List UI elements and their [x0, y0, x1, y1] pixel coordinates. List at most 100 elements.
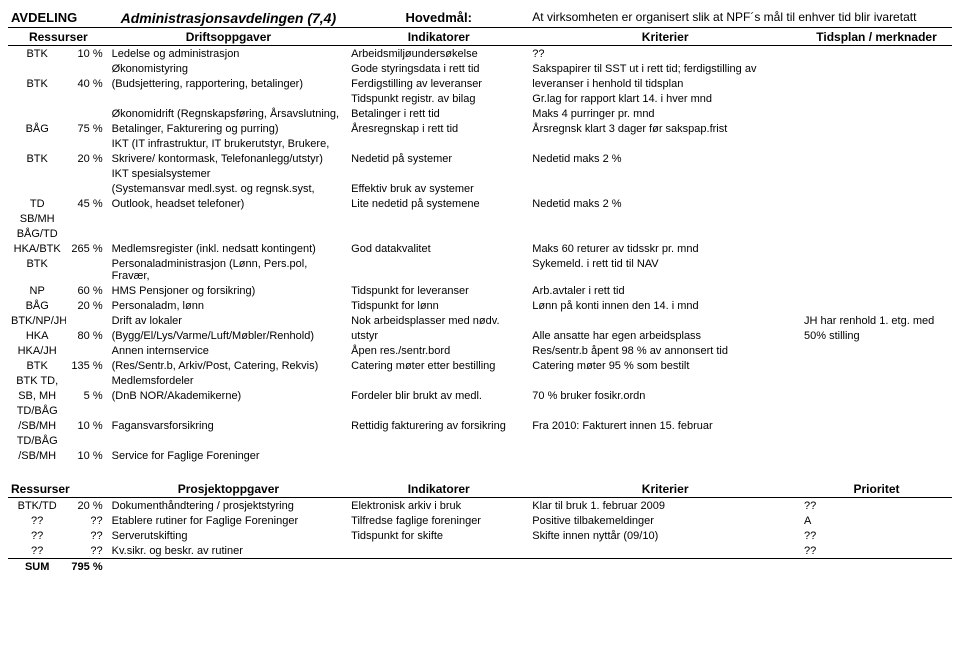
cell-res1: ?? [8, 543, 66, 559]
col-ressurser: Ressurser [8, 28, 109, 46]
cell-res1 [8, 181, 66, 196]
cell-krit: Skifte innen nyttår (09/10) [529, 528, 801, 543]
subheader-row-2: Ressurser Prosjektoppgaver Indikatorer K… [8, 480, 952, 498]
cell-ind [348, 226, 529, 241]
cell-krit: Nedetid maks 2 % [529, 151, 801, 166]
table-row: HKA80 %(Bygg/El/Lys/Varme/Luft/Møbler/Re… [8, 328, 952, 343]
cell-ind [348, 166, 529, 181]
table-row: HKA/BTK265 %Medlemsregister (inkl. nedsa… [8, 241, 952, 256]
cell-res1: BÅG [8, 121, 66, 136]
cell-drift: Ledelse og administrasjon [109, 46, 349, 62]
cell-res2: 135 % [66, 358, 108, 373]
cell-res2: 20 % [66, 298, 108, 313]
cell-ind: Arbeidsmiljøundersøkelse [348, 46, 529, 62]
table-row: Tidspunkt registr. av bilagGr.lag for ra… [8, 91, 952, 106]
cell-res1: HKA [8, 328, 66, 343]
cell-ind: Tilfredse faglige foreninger [348, 513, 529, 528]
cell-ind: Fordeler blir brukt av medl. [348, 388, 529, 403]
table-row: BÅG20 %Personaladm, lønnTidspunkt for lø… [8, 298, 952, 313]
table-row: TD/BÅG [8, 403, 952, 418]
cell-krit: 70 % bruker fosikr.ordn [529, 388, 801, 403]
cell-res1: BTK [8, 151, 66, 166]
cell-ind: Åpen res./sentr.bord [348, 343, 529, 358]
table-row: IKT spesialsystemer [8, 166, 952, 181]
cell-drift: (Budsjettering, rapportering, betalinger… [109, 76, 349, 91]
cell-drift: Fagansvarsforsikring [109, 418, 349, 433]
col-drift: Driftsoppgaver [109, 28, 349, 46]
cell-krit: Maks 4 purringer pr. mnd [529, 106, 801, 121]
cell-krit: Klar til bruk 1. februar 2009 [529, 498, 801, 514]
cell-res1: BTK/TD [8, 498, 66, 514]
cell-res2 [66, 373, 108, 388]
cell-drift: Serverutskifting [109, 528, 349, 543]
cell-res2: 80 % [66, 328, 108, 343]
cell-krit: Arb.avtaler i rett tid [529, 283, 801, 298]
cell-tids [801, 121, 952, 136]
table-row: /SB/MH10 %Service for Faglige Foreninger [8, 448, 952, 463]
hovedmal-label: Hovedmål: [348, 8, 529, 28]
cell-drift: IKT (IT infrastruktur, IT brukerutstyr, … [109, 136, 349, 151]
cell-res1: BÅG [8, 298, 66, 313]
cell-ind [348, 211, 529, 226]
cell-drift: Medlemsregister (inkl. nedsatt kontingen… [109, 241, 349, 256]
cell-res2 [66, 106, 108, 121]
table-row: /SB/MH10 %FagansvarsforsikringRettidig f… [8, 418, 952, 433]
cell-ind: utstyr [348, 328, 529, 343]
cell-res1: SB, MH [8, 388, 66, 403]
cell-res2: ?? [66, 528, 108, 543]
cell-res1 [8, 91, 66, 106]
cell-res2: 20 % [66, 498, 108, 514]
cell-drift: (Bygg/El/Lys/Varme/Luft/Møbler/Renhold) [109, 328, 349, 343]
cell-res2 [66, 181, 108, 196]
cell-ind: Gode styringsdata i rett tid [348, 61, 529, 76]
cell-res1: NP [8, 283, 66, 298]
table-row: SB/MH [8, 211, 952, 226]
cell-ind [348, 403, 529, 418]
cell-krit: Nedetid maks 2 % [529, 196, 801, 211]
cell-tids: JH har renhold 1. etg. med [801, 313, 952, 328]
document-table: AVDELING Administrasjonsavdelingen (7,4)… [8, 8, 952, 574]
cell-res1: BÅG/TD [8, 226, 66, 241]
cell-ind: Tidspunkt for leveranser [348, 283, 529, 298]
sum-label: SUM [8, 559, 66, 575]
cell-res1: HKA/JH [8, 343, 66, 358]
table-row: IKT (IT infrastruktur, IT brukerutstyr, … [8, 136, 952, 151]
cell-res1: BTK [8, 76, 66, 91]
cell-res1: BTK/NP/JH/ [8, 313, 66, 328]
col-tidsplan: Tidsplan / merknader [801, 28, 952, 46]
cell-res1: HKA/BTK [8, 241, 66, 256]
cell-ind [348, 543, 529, 559]
table-row: BÅG75 %Betalinger, Fakturering og purrin… [8, 121, 952, 136]
cell-ind [348, 256, 529, 283]
cell-res1: TD/BÅG [8, 403, 66, 418]
col-kriterier: Kriterier [529, 28, 801, 46]
cell-res1 [8, 106, 66, 121]
cell-krit: Gr.lag for rapport klart 14. i hver mnd [529, 91, 801, 106]
cell-res2: 75 % [66, 121, 108, 136]
sum-value: 795 % [66, 559, 108, 575]
cell-krit [529, 373, 801, 388]
cell-ind [348, 448, 529, 463]
cell-tids: ?? [801, 498, 952, 514]
cell-res2: 10 % [66, 46, 108, 62]
cell-drift: HMS Pensjoner og forsikring) [109, 283, 349, 298]
table-row: NP60 %HMS Pensjoner og forsikring)Tidspu… [8, 283, 952, 298]
cell-ind: Tidspunkt for lønn [348, 298, 529, 313]
cell-res1 [8, 166, 66, 181]
avdeling-label: AVDELING [8, 8, 109, 28]
cell-tids [801, 358, 952, 373]
cell-krit [529, 211, 801, 226]
hovedmal-text: At virksomheten er organisert slik at NP… [529, 8, 952, 28]
cell-ind: Tidspunkt for skifte [348, 528, 529, 543]
cell-res2 [66, 211, 108, 226]
table-row: Økonomidrift (Regnskapsføring, Årsavslut… [8, 106, 952, 121]
cell-drift: Service for Faglige Foreninger [109, 448, 349, 463]
cell-krit: Res/sentr.b åpent 98 % av annonsert tid [529, 343, 801, 358]
cell-ind: Nok arbeidsplasser med nødv. [348, 313, 529, 328]
cell-drift: Medlemsfordeler [109, 373, 349, 388]
cell-krit: Maks 60 returer av tidsskr pr. mnd [529, 241, 801, 256]
cell-tids [801, 211, 952, 226]
cell-drift: Etablere rutiner for Faglige Foreninger [109, 513, 349, 528]
table-row: BTK/TD20 %Dokumenthåndtering / prosjekts… [8, 498, 952, 514]
cell-tids [801, 256, 952, 283]
